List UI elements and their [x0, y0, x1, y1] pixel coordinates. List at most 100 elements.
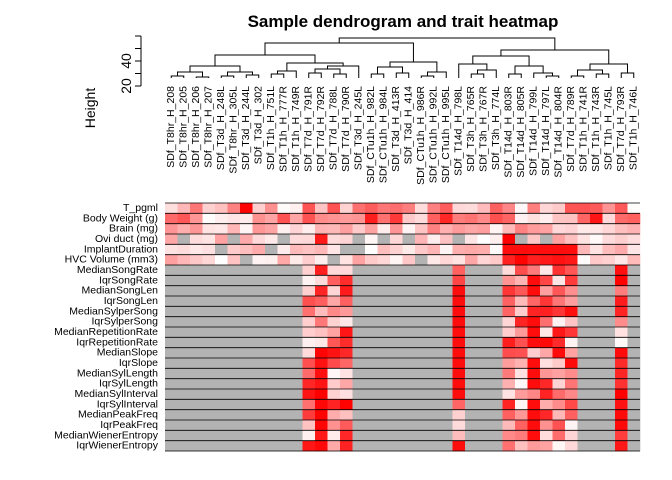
leaf-label: SDf_T3h_H_765R — [465, 86, 477, 172]
heatmap-cell — [177, 409, 191, 421]
heatmap-cell — [527, 378, 541, 390]
heatmap-cell — [252, 399, 266, 410]
heatmap-cell — [240, 409, 253, 421]
heatmap-cell — [465, 368, 478, 379]
heatmap-cell — [302, 275, 316, 286]
heatmap-cell — [515, 203, 528, 214]
heatmap-cell — [590, 337, 603, 348]
heatmap-cell — [252, 368, 266, 379]
heatmap-cell — [365, 234, 378, 245]
heatmap-cell — [565, 378, 578, 390]
heatmap-cell — [227, 358, 241, 369]
heatmap-cell — [227, 213, 241, 224]
heatmap-cell — [227, 316, 241, 328]
heatmap-cell — [265, 316, 278, 328]
heatmap-cell — [452, 213, 466, 224]
heatmap-cell — [602, 244, 616, 255]
heatmap-cell — [340, 389, 353, 400]
leaf-label: SDf_CTu1h_H_992L — [428, 86, 440, 183]
heatmap-cell — [165, 254, 178, 266]
heatmap-cell — [440, 213, 453, 224]
heatmap-cell — [365, 368, 378, 379]
heatmap-cell — [202, 337, 216, 348]
heatmap-cell — [252, 358, 266, 369]
heatmap-cell — [190, 409, 203, 421]
heatmap-cell — [265, 358, 278, 369]
heatmap-cell — [602, 306, 616, 317]
heatmap-cell — [440, 378, 453, 390]
heatmap-cell — [215, 203, 228, 214]
heatmap-cell — [377, 399, 391, 410]
dendrogram-link — [577, 69, 603, 76]
heatmap-cell — [252, 213, 266, 224]
trait-label: MedianSongLen — [82, 285, 159, 297]
heatmap-cell — [527, 223, 541, 235]
heatmap-cell — [540, 296, 553, 307]
heatmap-cell — [215, 316, 228, 328]
heatmap-cell — [477, 285, 491, 297]
heatmap-cell — [402, 285, 416, 297]
heatmap-cell — [377, 244, 391, 255]
heatmap-cell — [465, 420, 478, 431]
heatmap-cell — [552, 378, 566, 390]
dendrogram-link — [195, 76, 210, 78]
heatmap-cell — [590, 265, 603, 276]
heatmap-cell — [415, 378, 428, 390]
heatmap-cell — [565, 213, 578, 224]
heatmap-cell — [602, 234, 616, 245]
heatmap-cell — [290, 358, 303, 369]
heatmap-cell — [365, 213, 378, 224]
heatmap-cell — [602, 430, 616, 441]
heatmap-cell — [165, 420, 178, 431]
heatmap-cell — [240, 244, 253, 255]
heatmap-cell — [465, 327, 478, 338]
heatmap-cell — [527, 285, 541, 297]
trait-label: MedianSylInterval — [75, 388, 158, 400]
heatmap-cell — [215, 358, 228, 369]
heatmap-cell — [415, 213, 428, 224]
heatmap-cell — [452, 203, 466, 214]
heatmap-cell — [602, 316, 616, 328]
heatmap-cell — [540, 399, 553, 410]
heatmap-cell — [490, 430, 503, 441]
heatmap-cell — [302, 440, 316, 452]
heatmap-cell — [515, 358, 528, 369]
heatmap-cell — [340, 285, 353, 297]
heatmap-cell — [577, 203, 591, 214]
heatmap-cell — [190, 296, 203, 307]
heatmap-cell — [565, 244, 578, 255]
heatmap-cell — [502, 389, 516, 400]
heatmap-cell — [440, 285, 453, 297]
heatmap-cell — [290, 234, 303, 245]
heatmap-cell — [590, 389, 603, 400]
heatmap-cell — [540, 327, 553, 338]
heatmap-cell — [452, 234, 466, 245]
heatmap-cell — [552, 254, 566, 266]
heatmap-cell — [390, 223, 403, 235]
heatmap-cell — [427, 337, 441, 348]
heatmap-cell — [627, 275, 641, 286]
leaf-label: SDf_T1h_H_749R — [290, 86, 302, 172]
leaf-label: SDf_T3d_H_414 — [403, 86, 415, 164]
heatmap-cell — [427, 203, 441, 214]
heatmap-cell — [352, 223, 366, 235]
heatmap-cell — [427, 358, 441, 369]
heatmap-cell — [365, 327, 378, 338]
heatmap-cell — [627, 368, 641, 379]
heatmap-cell — [427, 389, 441, 400]
heatmap-cell — [227, 234, 241, 245]
heatmap-cell — [590, 306, 603, 317]
heatmap-cell — [302, 389, 316, 400]
heatmap-cell — [277, 409, 291, 421]
heatmap-cell — [340, 337, 353, 348]
heatmap-cell — [227, 337, 241, 348]
heatmap-cell — [302, 368, 316, 379]
heatmap-cell — [327, 244, 341, 255]
heatmap-cell — [215, 327, 228, 338]
heatmap-cell — [165, 306, 178, 317]
heatmap-cell — [565, 316, 578, 328]
heatmap-cell — [577, 378, 591, 390]
heatmap-cell — [527, 244, 541, 255]
dendrogram-link — [508, 73, 522, 78]
heatmap-cell — [340, 254, 353, 266]
